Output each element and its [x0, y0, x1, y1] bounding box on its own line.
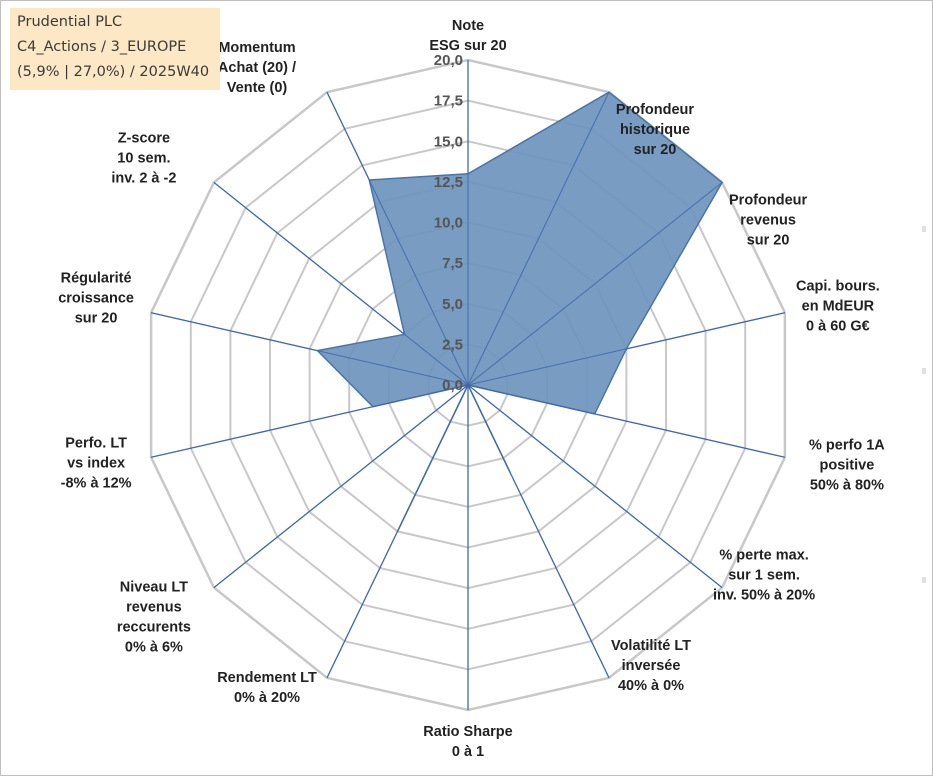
axis-spoke-overlay — [213, 384, 469, 588]
axis-label: Ratio Sharpe 0 à 1 — [423, 724, 512, 760]
title-line-company: Prudential PLC — [17, 14, 123, 30]
tick-label: 7,5 — [442, 255, 463, 272]
axis-label: Z-score 10 sem. inv. 2 à -2 — [111, 130, 176, 186]
axis-label-line: 0% à 20% — [234, 690, 300, 706]
axis-label-line: revenus — [740, 212, 796, 228]
title-line-category: C4_Actions / 3_EUROPE — [17, 39, 187, 55]
axis-label-line: positive — [820, 457, 875, 473]
axis-label-line: 40% à 0% — [618, 678, 684, 694]
axis-label-line: reccurents — [117, 620, 191, 636]
axis-label: % perfo 1A positive 50% à 80% — [809, 437, 885, 493]
edge-mark — [922, 226, 926, 232]
axis-label: Perfo. LT vs index -8% à 12% — [61, 435, 132, 491]
axis-label-line: Note — [452, 18, 484, 34]
axis-label-line: vs index — [67, 455, 125, 471]
axis-label-line: croissance — [58, 291, 134, 307]
axis-label-line: Volatilité LT — [611, 638, 691, 654]
axis-label: Régularité croissance sur 20 — [58, 271, 134, 327]
axis-label-line: sur 20 — [75, 311, 118, 327]
axis-label: Note ESG sur 20 — [429, 18, 506, 54]
axis-label-line: Profondeur — [616, 102, 694, 118]
radar-series — [150, 60, 786, 710]
axis-label-line: Vente (0) — [227, 80, 288, 96]
axis-label-line: revenus — [126, 600, 182, 616]
axis-label-line: % perfo 1A — [809, 437, 885, 453]
axis-label: Momentum Achat (20) / Vente (0) — [218, 40, 296, 96]
edge-mark — [922, 577, 926, 583]
title-line-stats: (5,9% | 27,0%) / 2025W40 — [17, 64, 210, 80]
axis-label: Rendement LT 0% à 20% — [217, 670, 317, 706]
tick-label: 20,0 — [434, 52, 463, 69]
axis-label: Profondeur historique sur 20 — [616, 102, 694, 158]
axis-label-line: inv. 2 à -2 — [111, 170, 176, 186]
axis-label-line: 0% à 6% — [125, 640, 183, 656]
tick-label: 10,0 — [434, 215, 463, 232]
axis-label-line: 50% à 80% — [810, 477, 884, 493]
axis-label-line: Ratio Sharpe — [423, 724, 512, 740]
axis-label-line: 0 à 60 G€ — [806, 319, 870, 335]
axis-label-line: Régularité — [61, 271, 132, 287]
tick-label: 17,5 — [434, 93, 463, 110]
axis-label-line: % perte max. — [719, 548, 808, 564]
axis-label-line: Rendement LT — [217, 670, 317, 686]
axis-label: Profondeur revenus sur 20 — [729, 192, 807, 248]
axis-label-line: historique — [620, 122, 690, 138]
radar-tick-labels: 0,0 2,5 5,0 7,5 10,0 12,5 15,0 17,5 20,0 — [434, 52, 463, 394]
axis-label-line: sur 1 sem. — [728, 568, 800, 584]
tick-label: 2,5 — [442, 336, 463, 353]
axis-label-line: sur 20 — [747, 232, 790, 248]
axis-spoke-overlay — [213, 182, 469, 386]
axis-label: Niveau LT revenus reccurents 0% à 6% — [117, 580, 191, 656]
tick-label: 15,0 — [434, 133, 463, 150]
axis-spoke-overlay — [150, 384, 469, 458]
edge-marks — [922, 226, 926, 583]
axis-spoke-overlay — [150, 312, 469, 386]
edge-mark — [922, 368, 926, 374]
axis-label-line: Profondeur — [729, 192, 807, 208]
tick-label: 0,0 — [442, 377, 463, 394]
axis-label-line: Momentum — [218, 40, 295, 56]
axis-label-line: inversée — [622, 658, 681, 674]
tick-label: 12,5 — [434, 174, 463, 191]
axis-label-line: Niveau LT — [120, 580, 188, 596]
axis-spoke-overlay — [467, 91, 610, 386]
axis-label-line: Achat (20) / — [218, 60, 296, 76]
axis-label-line: Z-score — [118, 130, 170, 146]
axis-spoke-overlay — [467, 384, 786, 458]
window-edge — [918, 0, 930, 774]
radar-axis-labels: Note ESG sur 20 Profondeur historique sur 20… — [58, 18, 885, 760]
axis-spoke-overlay — [467, 384, 610, 679]
axis-label-line: ESG sur 20 — [429, 38, 506, 54]
axis-spoke-overlay — [326, 91, 469, 386]
axis-label: Capi. bours. en MdEUR 0 à 60 G€ — [796, 279, 880, 335]
axis-label-line: inv. 50% à 20% — [713, 588, 815, 604]
axis-label-line: en MdEUR — [802, 299, 875, 315]
axis-label-line: Capi. bours. — [796, 279, 880, 295]
axis-label: Volatilité LT inversée 40% à 0% — [611, 638, 691, 694]
axis-label-line: 0 à 1 — [452, 744, 484, 760]
axis-spoke-overlay — [467, 182, 723, 386]
axis-label-line: sur 20 — [634, 142, 677, 158]
axis-label-line: Perfo. LT — [65, 435, 127, 451]
axis-spoke-overlay — [467, 384, 723, 588]
axis-label: % perte max. sur 1 sem. inv. 50% à 20% — [713, 548, 815, 604]
chart-title-box: Prudential PLC C4_Actions / 3_EUROPE (5,… — [10, 8, 220, 90]
axis-spoke-overlay — [326, 384, 469, 679]
tick-label: 5,0 — [442, 296, 463, 313]
axis-spoke-overlay — [467, 312, 786, 386]
axis-label-line: 10 sem. — [117, 150, 170, 166]
axis-label-line: -8% à 12% — [61, 475, 132, 491]
